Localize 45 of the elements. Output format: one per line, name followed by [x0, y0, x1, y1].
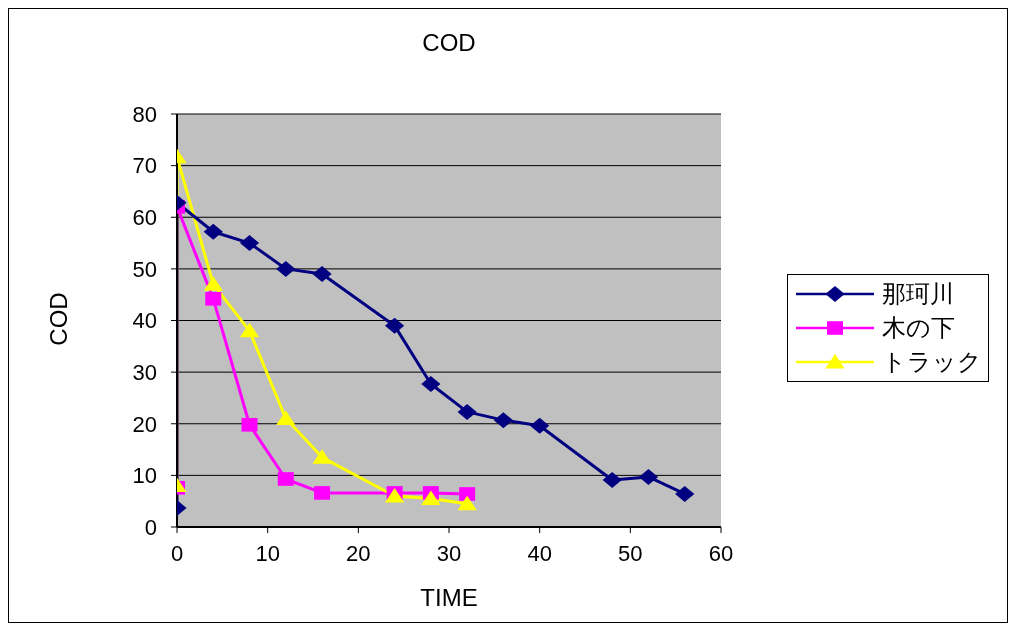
chart-title: COD — [421, 29, 477, 57]
point — [421, 490, 441, 506]
point — [675, 485, 695, 502]
point — [239, 322, 260, 338]
point — [276, 410, 296, 425]
point — [205, 292, 222, 306]
x-tick-label: 40 — [527, 540, 552, 566]
x-tick-label: 0 — [170, 540, 184, 566]
y-tick-label: 80 — [132, 101, 157, 127]
point — [421, 376, 441, 392]
y-tick-label: 10 — [132, 463, 157, 489]
legend-label: トラック — [882, 347, 982, 377]
x-tick-label: 50 — [618, 540, 643, 566]
point — [312, 449, 332, 464]
x-tick-label: 60 — [708, 540, 734, 566]
y-tick-label: 0 — [144, 514, 157, 540]
legend-label: 那珂川 — [882, 279, 954, 309]
legend-label: 木の下 — [882, 313, 955, 343]
y-tick-label: 70 — [132, 153, 157, 179]
point — [314, 486, 331, 500]
point — [602, 472, 622, 489]
point — [638, 468, 659, 485]
point — [385, 317, 405, 334]
point — [203, 223, 223, 240]
point — [239, 235, 260, 252]
point — [203, 276, 223, 291]
x-tick-label: 10 — [255, 540, 280, 566]
y-axis-title: COD — [45, 291, 73, 348]
point — [530, 417, 550, 434]
y-tick-label: 20 — [132, 411, 157, 437]
y-tick-label: 50 — [132, 256, 157, 282]
point — [312, 266, 332, 283]
x-tick-label: 20 — [346, 540, 371, 566]
y-tick-label: 30 — [132, 359, 157, 385]
x-axis-title: TIME — [419, 584, 479, 612]
point — [457, 495, 477, 511]
point — [276, 260, 296, 277]
point — [457, 403, 477, 420]
point — [459, 487, 476, 501]
point — [241, 417, 258, 432]
y-tick-label: 60 — [132, 205, 157, 231]
point — [493, 412, 513, 429]
point — [277, 472, 294, 486]
x-tick-label: 30 — [436, 540, 462, 566]
y-tick-label: 40 — [132, 308, 157, 334]
